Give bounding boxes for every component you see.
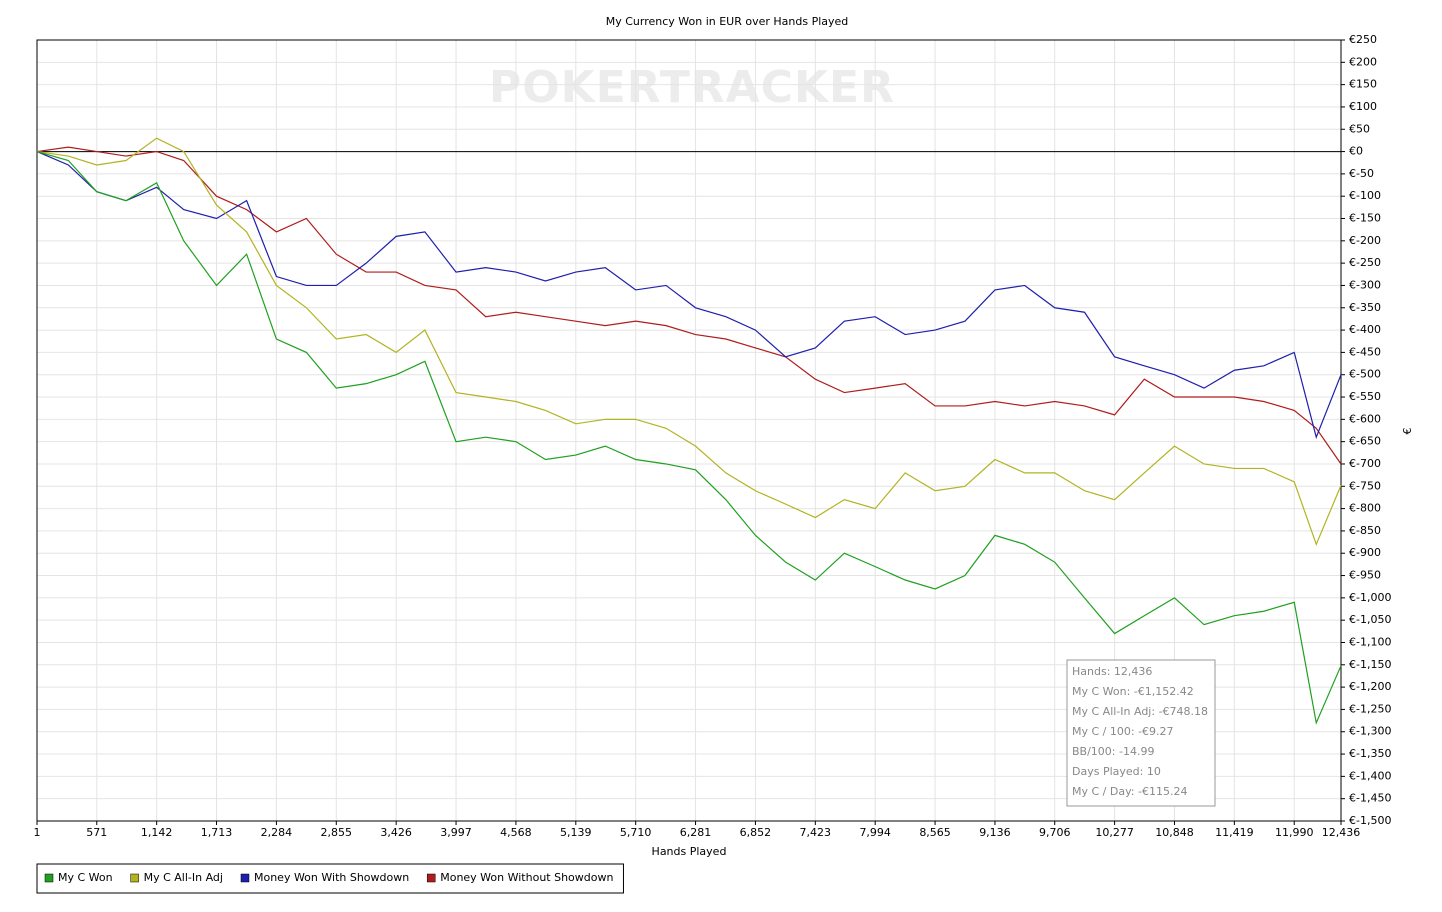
stats-text: My C / 100: -€9.27 [1072, 725, 1174, 738]
y-tick-label: €-300 [1349, 278, 1381, 291]
y-tick-label: €-850 [1349, 524, 1381, 537]
legend: My C Won My C All-In Adj Money Won With Sh… [36, 863, 624, 894]
x-tick-label: 3,997 [440, 826, 472, 839]
x-tick-label: 11,990 [1275, 826, 1314, 839]
x-tick-label: 12,436 [1322, 826, 1361, 839]
series-line [36, 150, 1342, 725]
y-tick-label: €-650 [1349, 435, 1381, 448]
stats-text: BB/100: -14.99 [1072, 745, 1154, 758]
y-tick-label: €-250 [1349, 256, 1381, 269]
series-line [36, 151, 1342, 440]
x-tick-label: 4,568 [500, 826, 532, 839]
y-tick-label: €-550 [1349, 390, 1381, 403]
y-tick-label: €-450 [1349, 345, 1381, 358]
y-tick-label: €-1,400 [1349, 769, 1391, 782]
x-tick-label: 6,852 [740, 826, 772, 839]
legend-swatch [426, 873, 436, 883]
plot-frame [36, 39, 1342, 822]
y-tick-label: €-1,250 [1349, 702, 1391, 715]
x-tick-label: 5,710 [620, 826, 652, 839]
x-tick-label: 10,277 [1095, 826, 1134, 839]
legend-label: Money Won Without Showdown [440, 871, 613, 884]
y-tick-label: €-200 [1349, 234, 1381, 247]
y-tick-label: €-750 [1349, 479, 1381, 492]
stats-text: Hands: 12,436 [1072, 665, 1152, 678]
x-axis-title: Hands Played [652, 845, 727, 858]
x-tick-label: 571 [86, 826, 107, 839]
x-tick-label: 8,565 [919, 826, 951, 839]
x-tick-label: 1,713 [201, 826, 233, 839]
watermark: POKERTRACKER [489, 62, 895, 113]
y-tick-label: €-1,150 [1349, 658, 1391, 671]
legend-swatch [240, 873, 250, 883]
y-tick-label: €-1,350 [1349, 747, 1391, 760]
y-tick-label: €-800 [1349, 502, 1381, 515]
x-tick-label: 10,848 [1155, 826, 1194, 839]
legend-label: My C Won [58, 871, 113, 884]
y-tick-label: €-1,000 [1349, 591, 1391, 604]
y-tick-label: €-1,300 [1349, 725, 1391, 738]
stats-text: My C All-In Adj: -€748.18 [1072, 705, 1208, 718]
y-tick-label: €100 [1349, 100, 1377, 113]
x-tick-label: 5,139 [560, 826, 592, 839]
y-tick-label: €150 [1349, 78, 1377, 91]
y-tick-label: €-1,050 [1349, 613, 1391, 626]
legend-label: My C All-In Adj [144, 871, 223, 884]
series-line [36, 146, 1342, 465]
y-tick-label: €50 [1349, 122, 1370, 135]
stats-text: My C Won: -€1,152.42 [1072, 685, 1194, 698]
y-tick-label: €0 [1349, 145, 1363, 158]
y-tick-label: €-1,100 [1349, 635, 1391, 648]
y-tick-label: €-50 [1349, 167, 1374, 180]
legend-swatch [130, 873, 139, 883]
legend-swatch [44, 873, 54, 883]
y-tick-label: €-100 [1349, 189, 1381, 202]
y-tick-label: €-1,500 [1349, 814, 1391, 827]
y-tick-label: €-900 [1349, 546, 1381, 559]
stats-text: My C / Day: -€115.24 [1072, 785, 1187, 798]
x-tick-label: 3,426 [380, 826, 412, 839]
x-tick-label: 6,281 [680, 826, 712, 839]
y-tick-label: €-150 [1349, 212, 1381, 225]
y-tick-label: €-600 [1349, 412, 1381, 425]
y-tick-label: €-350 [1349, 301, 1381, 314]
stats-box [1066, 659, 1216, 807]
y-tick-label: €-1,200 [1349, 680, 1391, 693]
y-tick-label: €-400 [1349, 323, 1381, 336]
x-tick-label: 7,423 [800, 826, 832, 839]
y-axis-title: € [1401, 428, 1414, 435]
series-line [36, 137, 1342, 546]
x-tick-label: 1,142 [141, 826, 173, 839]
y-tick-label: €-950 [1349, 569, 1381, 582]
x-tick-label: 2,284 [261, 826, 293, 839]
x-tick-label: 9,136 [979, 826, 1011, 839]
x-tick-label: 2,855 [321, 826, 353, 839]
y-tick-label: €-700 [1349, 457, 1381, 470]
y-tick-label: €-500 [1349, 368, 1381, 381]
y-tick-label: €-1,450 [1349, 792, 1391, 805]
chart-title: My Currency Won in EUR over Hands Played [606, 15, 849, 28]
legend-label: Money Won With Showdown [254, 871, 409, 884]
stats-text: Days Played: 10 [1072, 765, 1161, 778]
x-tick-label: 7,994 [859, 826, 891, 839]
x-tick-label: 1 [34, 826, 41, 839]
y-tick-label: €250 [1349, 33, 1377, 46]
x-tick-label: 11,419 [1215, 826, 1254, 839]
x-tick-label: 9,706 [1039, 826, 1071, 839]
y-tick-label: €200 [1349, 55, 1377, 68]
